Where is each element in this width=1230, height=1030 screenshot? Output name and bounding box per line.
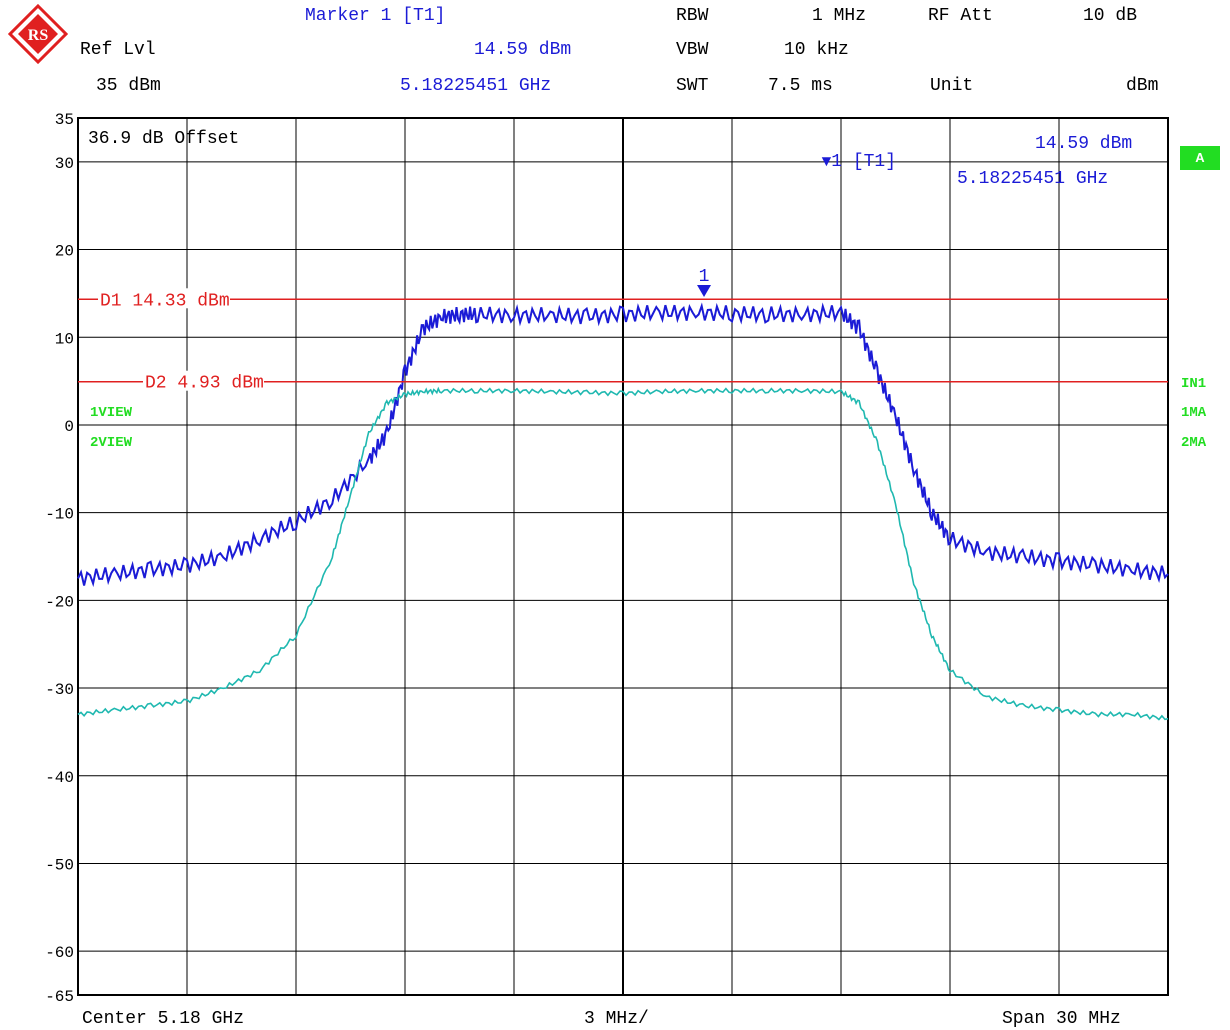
rbw-label: RBW [676,6,709,26]
display-line-label-bg [143,370,264,391]
y-tick-label: -40 [45,769,74,787]
view1-label: 1VIEW [90,405,133,421]
rs-logo: RS [8,4,68,64]
display-line-label-bg [98,288,230,309]
footer-center: Center 5.18 GHz [82,1009,245,1029]
offset-text: 36.9 dB Offset [88,129,240,149]
trace-2view [77,386,1169,721]
vbw-label: VBW [676,40,709,60]
svg-text:RS: RS [28,27,49,44]
side-a-badge: A [1180,146,1220,170]
side-1ma: 1MA [1181,405,1207,421]
rbw-value: 1 MHz [812,6,867,26]
marker-readout-freq: 5.18225451 GHz [957,169,1109,189]
y-tick-label: -30 [45,681,74,699]
y-tick-label: 20 [55,243,74,261]
footer-per-div: 3 MHz/ [584,1009,649,1029]
marker-title: Marker 1 [T1] [305,6,446,26]
y-tick-label: 35 [55,111,74,129]
marker-readout-id: ▼1 [T1] [800,132,896,172]
marker-level: 14.59 dBm [474,40,572,60]
y-tick-label: -65 [45,988,74,1006]
y-tick-label: -20 [45,593,74,611]
y-tick-label: 10 [55,330,74,348]
side-2ma: 2MA [1181,435,1207,451]
y-tick-label: 30 [55,155,74,173]
rfatt-value: 10 dB [1083,6,1138,26]
view2-label: 2VIEW [90,435,133,451]
display-line-label-d2: D2 4.93 dBm [145,374,264,394]
y-tick-label: -10 [45,506,74,524]
reflvl-label: Ref Lvl [80,40,156,60]
unit-value: dBm [1126,76,1159,96]
marker-readout-id-text: 1 [T1] [831,152,897,172]
marker-readout-level: 14.59 dBm [1035,134,1133,154]
trace-1view [77,302,1169,588]
display-line-label-d1: D1 14.33 dBm [100,291,230,311]
marker-triangle-icon [697,284,712,297]
marker-triangle-icon: ▼ [821,153,832,171]
rfatt-label: RF Att [928,6,993,26]
swt-label: SWT [676,76,709,96]
marker-label: 1 [699,267,710,287]
footer-span: Span 30 MHz [1002,1009,1121,1029]
reflvl-value: 35 dBm [96,76,161,96]
side-in1: IN1 [1181,376,1207,392]
swt-value: 7.5 ms [768,76,833,96]
y-tick-label: -50 [45,856,74,874]
marker-freq: 5.18225451 GHz [400,76,552,96]
y-tick-label: -60 [45,944,74,962]
vbw-value: 10 kHz [784,40,849,60]
y-tick-label: 0 [64,418,74,436]
unit-label: Unit [930,76,974,96]
